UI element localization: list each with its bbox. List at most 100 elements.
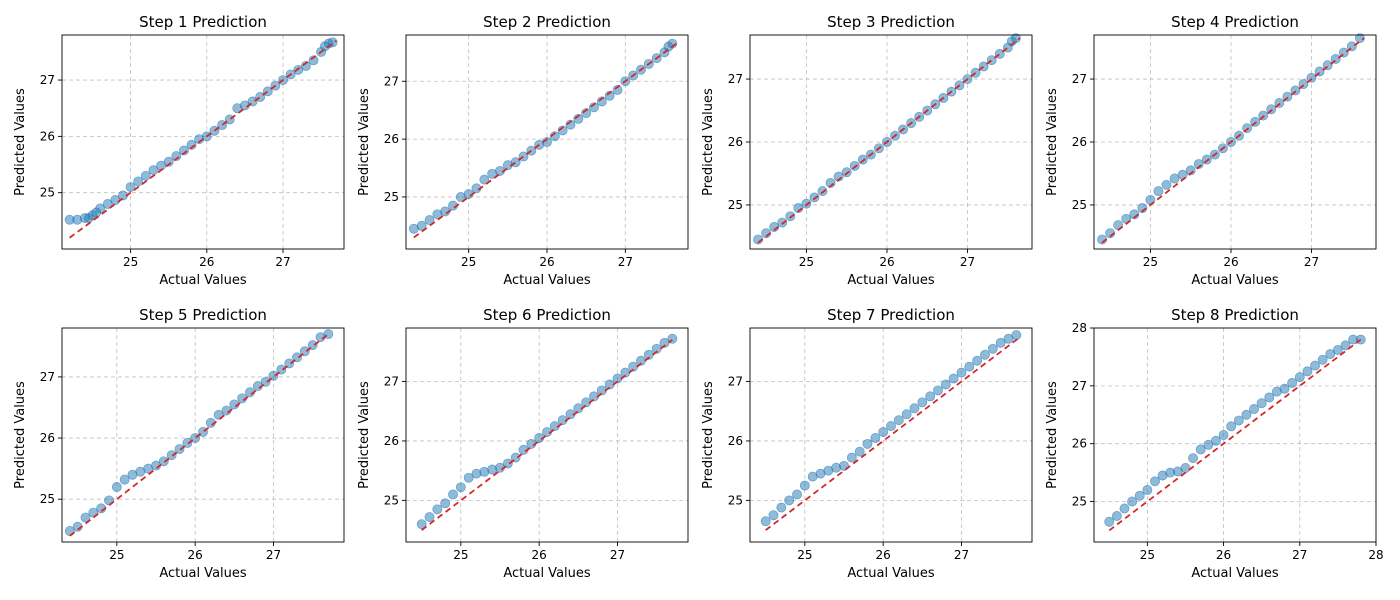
x-tick-label: 27 (266, 548, 281, 562)
x-tick-label: 28 (1368, 548, 1383, 562)
data-point (166, 450, 177, 461)
subplot-title: Step 3 Prediction (827, 13, 955, 31)
y-tick-label: 25 (40, 186, 55, 200)
ideal-fit-line (69, 333, 329, 537)
data-point (854, 446, 865, 457)
data-point (133, 176, 144, 187)
y-axis-label: Predicted Values (1045, 88, 1060, 196)
y-tick-label: 25 (384, 493, 399, 507)
x-axis-label: Actual Values (1191, 566, 1279, 581)
data-point (1127, 496, 1138, 507)
data-point (119, 474, 130, 485)
data-point (956, 367, 967, 378)
ideal-fit-line (1101, 37, 1365, 244)
data-point (1354, 33, 1365, 44)
data-point (293, 64, 304, 75)
plot-frame (61, 34, 345, 250)
y-tick-label: 25 (1072, 495, 1087, 509)
data-point (878, 427, 889, 437)
subplot-title: Step 2 Prediction (483, 13, 611, 31)
y-tick-label: 27 (40, 73, 55, 87)
data-point (1180, 463, 1191, 473)
data-point (801, 198, 812, 209)
data-point (1241, 409, 1252, 420)
data-point (479, 174, 490, 185)
y-tick-label: 27 (384, 375, 399, 389)
data-point (1233, 415, 1244, 426)
data-point (1218, 430, 1229, 440)
data-point (1010, 33, 1021, 44)
subplot-title: Step 1 Prediction (139, 13, 267, 31)
data-point (1201, 154, 1212, 165)
y-axis-label: Predicted Values (701, 88, 716, 196)
data-point (186, 139, 197, 150)
data-point (163, 156, 174, 167)
x-axis-label: Actual Values (847, 273, 935, 288)
x-tick-label: 27 (954, 548, 969, 562)
subplot-title: Step 5 Prediction (139, 306, 267, 324)
data-point (917, 397, 928, 408)
x-tick-label: 27 (610, 548, 625, 562)
subplot-8: 25 26 27 28 25 26 27 28 Step 8 Prediction Actual … (1045, 306, 1384, 581)
data-point (857, 154, 868, 165)
subplot-title: Step 4 Prediction (1171, 13, 1299, 31)
x-tick-label: 26 (1223, 255, 1238, 269)
y-axis-label: Predicted Values (701, 381, 716, 489)
data-point (1256, 398, 1267, 409)
ideal-fit-line (413, 42, 677, 239)
data-point (784, 495, 795, 506)
data-point (1249, 404, 1260, 414)
x-tick-label: 26 (188, 548, 203, 562)
data-point (1287, 378, 1298, 388)
data-point (102, 198, 113, 209)
y-tick-label: 25 (1072, 198, 1087, 212)
data-point (1294, 372, 1305, 383)
data-point (1226, 421, 1237, 432)
y-tick-label: 27 (1072, 379, 1087, 393)
x-tick-label: 25 (123, 255, 138, 269)
data-point (1119, 503, 1130, 514)
data-point (980, 349, 990, 360)
y-tick-label: 26 (728, 135, 743, 149)
data-point (1279, 383, 1290, 394)
y-tick-label: 26 (40, 129, 55, 143)
ideal-fit-line (69, 39, 337, 239)
data-point (80, 512, 91, 523)
data-point (1310, 360, 1320, 371)
data-point (1188, 453, 1199, 464)
data-point (182, 438, 193, 448)
data-point (1134, 490, 1145, 501)
y-tick-label: 27 (728, 375, 743, 389)
y-tick-label: 28 (1072, 321, 1087, 335)
data-point (440, 498, 451, 509)
data-point (841, 167, 852, 178)
data-point (1210, 435, 1221, 446)
data-point (1011, 330, 1022, 341)
x-tick-label: 25 (1140, 548, 1155, 562)
y-axis-label: Predicted Values (13, 88, 28, 196)
data-point (964, 361, 975, 372)
data-point (1203, 439, 1214, 450)
x-tick-label: 26 (876, 548, 891, 562)
data-point (424, 215, 435, 226)
subplot-7: 25 26 27 25 26 27 Step 7 Prediction Actual Valu… (701, 306, 1033, 581)
x-axis-label: Actual Values (503, 566, 591, 581)
x-tick-label: 27 (275, 255, 290, 269)
x-axis-label: Actual Values (503, 273, 591, 288)
x-tick-label: 26 (539, 255, 554, 269)
y-axis-label: Predicted Values (357, 88, 372, 196)
x-tick-label: 26 (879, 255, 894, 269)
data-point (158, 456, 169, 467)
x-axis-label: Actual Values (1191, 273, 1279, 288)
data-point (768, 510, 779, 521)
data-point (785, 211, 796, 222)
subplot-3: 25 26 27 25 26 27 Step 3 Prediction Actual Valu… (701, 13, 1033, 288)
plot-frame (749, 327, 1033, 543)
data-point (125, 182, 136, 192)
data-point (1150, 476, 1160, 487)
data-point (111, 482, 122, 492)
data-point (972, 355, 983, 366)
y-tick-label: 26 (1072, 135, 1087, 149)
subplot-title: Step 7 Prediction (827, 306, 955, 324)
